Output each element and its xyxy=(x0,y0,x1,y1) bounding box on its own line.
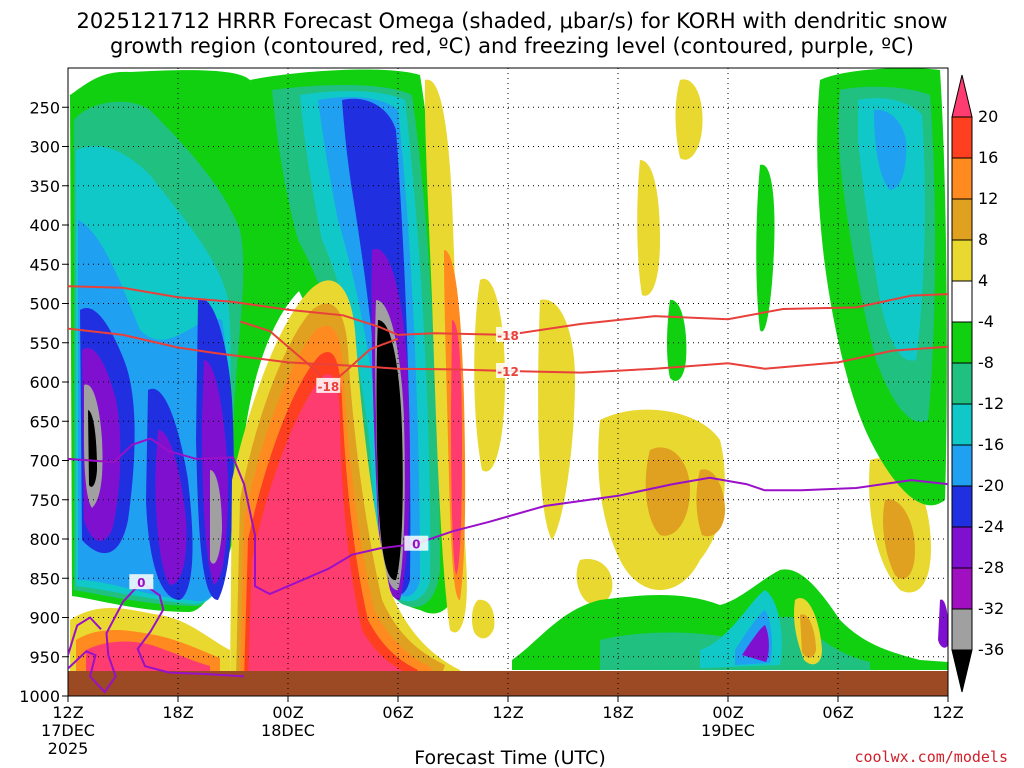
colorbar-label: -4 xyxy=(978,312,994,331)
colorbar-label: 4 xyxy=(978,271,988,290)
colorbar-bin xyxy=(951,157,973,200)
grid-lines xyxy=(67,68,949,697)
freezing-level-contour xyxy=(68,580,245,694)
dgz-contour xyxy=(68,285,948,336)
x-tick-date: 17DEC xyxy=(41,721,95,740)
y-tick-label: 1000 xyxy=(19,687,60,706)
colorbar-bin xyxy=(951,239,973,282)
colorbar-label: 8 xyxy=(978,230,988,249)
colorbar-bin xyxy=(951,403,973,446)
colorbar-bin xyxy=(951,280,973,323)
colorbar-label: -16 xyxy=(978,435,1004,454)
colorbar-bin xyxy=(951,567,973,610)
x-tick-date: 19DEC xyxy=(701,721,755,740)
freezing-level-contour xyxy=(68,437,948,596)
colorbar-label: -28 xyxy=(978,558,1004,577)
freezing-level-contour-label-bg xyxy=(404,535,429,551)
x-tick-label: 18Z xyxy=(162,703,193,722)
y-tick-label: 700 xyxy=(29,452,60,471)
colorbar-label: 12 xyxy=(978,189,998,208)
colorbar-label: -32 xyxy=(978,599,1004,618)
x-tick-label: 00Z xyxy=(272,703,303,722)
colorbar-bottom-arrow xyxy=(951,649,973,693)
freezing-level-contour-label-bg xyxy=(129,574,154,590)
x-tick-date: 18DEC xyxy=(261,721,315,740)
chart-title-line1: 2025121712 HRRR Forecast Omega (shaded, … xyxy=(76,9,947,33)
colorbar-bin xyxy=(951,116,973,159)
colorbar: 20 16 12 8 4 -4 -8 -12 -16 -20 -24 -28 -32 -36 xyxy=(951,74,1004,693)
freezing-level-contour-label: 0 xyxy=(137,576,145,590)
y-tick-label: 750 xyxy=(29,491,60,510)
y-tick-label: 250 xyxy=(29,98,60,117)
x-tick-label: 06Z xyxy=(822,703,853,722)
x-tick-year: 2025 xyxy=(48,739,89,758)
colorbar-label: 20 xyxy=(978,107,998,126)
freezing-level-contour xyxy=(68,616,102,656)
y-tick-label: 500 xyxy=(29,295,60,314)
x-tick-label: 12Z xyxy=(52,703,83,722)
x-axis-title: Forecast Time (UTC) xyxy=(414,747,605,768)
omega-shading xyxy=(68,68,948,696)
colorbar-label: -20 xyxy=(978,476,1004,495)
y-tick-label: 900 xyxy=(29,609,60,628)
dgz-contour-label-bg xyxy=(496,363,520,379)
colorbar-bin xyxy=(951,444,973,487)
colorbar-bin xyxy=(951,362,973,405)
colorbar-label: -12 xyxy=(978,394,1004,413)
dgz-contour-label: -18 xyxy=(497,329,519,343)
colorbar-label: -8 xyxy=(978,353,994,372)
y-tick-label: 350 xyxy=(29,177,60,196)
dgz-contour-label: -18 xyxy=(317,380,339,394)
y-tick-label: 300 xyxy=(29,138,60,157)
dgz-contour-label-bg xyxy=(496,326,520,342)
colorbar-bin xyxy=(951,198,973,241)
colorbar-label: -24 xyxy=(978,517,1004,536)
colorbar-bin xyxy=(951,608,973,651)
dgz-contour-label: -12 xyxy=(497,365,519,379)
freezing-level-contour-label: 0 xyxy=(412,538,420,552)
y-tick-label: 400 xyxy=(29,216,60,235)
colorbar-bin xyxy=(951,526,973,569)
chart-title-line2: growth region (contoured, red, ºC) and f… xyxy=(110,34,914,58)
y-tick-label: 950 xyxy=(29,648,60,667)
y-tick-label: 450 xyxy=(29,255,60,274)
y-tick-label: 850 xyxy=(29,569,60,588)
x-tick-label: 06Z xyxy=(382,703,413,722)
y-axis: 250 300 350 400 450 500 550 600 650 700 750 800 850 9… xyxy=(19,98,68,706)
y-tick-label: 800 xyxy=(29,530,60,549)
y-tick-label: 550 xyxy=(29,334,60,353)
y-tick-label: 650 xyxy=(29,412,60,431)
credit-text: coolwx.com/models xyxy=(854,748,1008,766)
colorbar-bin xyxy=(951,321,973,364)
y-tick-label: 600 xyxy=(29,373,60,392)
dgz-contour xyxy=(68,327,948,374)
contours: -18 -12 -18 0 0 xyxy=(68,285,948,694)
x-tick-label: 18Z xyxy=(602,703,633,722)
x-tick-label: 12Z xyxy=(932,703,963,722)
colorbar-top-arrow xyxy=(951,74,973,118)
x-tick-label: 00Z xyxy=(712,703,743,722)
colorbar-label: -36 xyxy=(978,640,1004,659)
x-tick-label: 12Z xyxy=(492,703,523,722)
colorbar-bin xyxy=(951,485,973,528)
dgz-contour-label-bg xyxy=(316,377,341,393)
colorbar-label: 16 xyxy=(978,148,998,167)
